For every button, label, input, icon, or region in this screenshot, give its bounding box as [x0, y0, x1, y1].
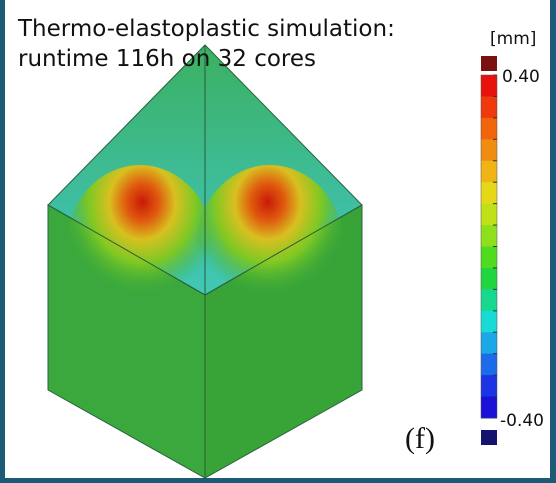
- colorbar-max-label: 0.40: [502, 67, 540, 87]
- colorbar-outline: [480, 74, 498, 419]
- colorbar-band: [481, 117, 497, 140]
- colorbar-band: [481, 203, 497, 226]
- caption-line: runtime 116h on 32 cores: [18, 46, 316, 72]
- colorbar-band: [481, 225, 497, 247]
- colorbar-band: [481, 310, 497, 333]
- colorbar-band: [481, 289, 497, 312]
- colorbar-band: [481, 375, 497, 398]
- cube-edge: [47, 204, 206, 296]
- hot-spot: [195, 165, 345, 335]
- colorbar-unit: [mm]: [490, 29, 536, 49]
- cube-edge: [204, 204, 363, 296]
- panel-label: (f): [405, 422, 435, 455]
- colorbar-band: [481, 396, 497, 419]
- colorbar-min-label: -0.40: [500, 411, 544, 431]
- colorbar-band: [481, 182, 497, 205]
- hot-spot: [65, 165, 215, 335]
- colorbar-band: [481, 139, 497, 162]
- colorbar-band: [481, 267, 497, 290]
- colorbar-band: [481, 160, 497, 183]
- colorbar-under: [481, 430, 497, 445]
- caption-line: Thermo-elastoplastic simulation:: [17, 16, 395, 42]
- colorbar: [480, 56, 498, 445]
- colorbar-band: [481, 75, 497, 97]
- colorbar-over: [481, 56, 497, 71]
- colorbar-band: [481, 246, 497, 269]
- colorbar-band: [481, 353, 497, 376]
- colorbar-band: [481, 96, 497, 119]
- colorbar-band: [481, 332, 497, 355]
